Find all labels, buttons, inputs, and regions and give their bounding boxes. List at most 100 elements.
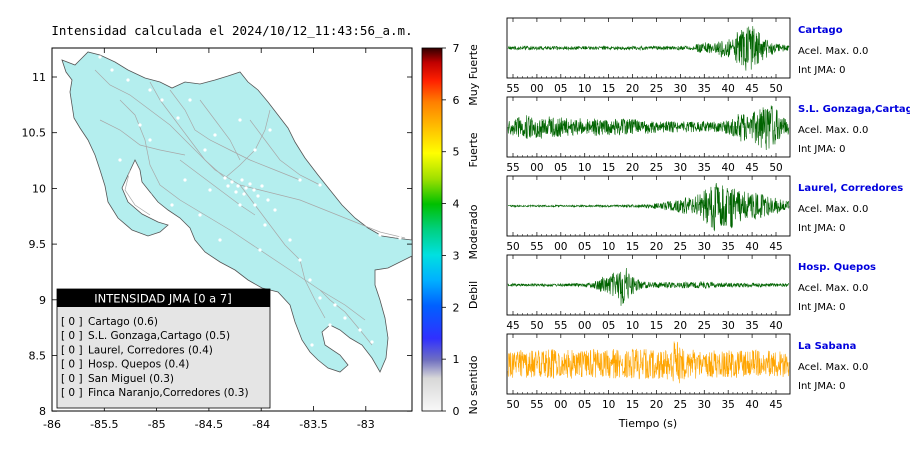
seismogram-waveform [507, 267, 790, 306]
station-dot [258, 248, 262, 252]
station-dot [343, 316, 347, 320]
legend-item-code: [ 0 ] [61, 373, 83, 385]
colorbar-tick-label: 2 [453, 301, 460, 314]
seismogram-waveform [507, 105, 790, 150]
time-tick-label: 30 [674, 83, 687, 95]
station-dot [248, 182, 252, 186]
time-tick-label: 05 [578, 399, 591, 411]
time-tick-label: 45 [769, 241, 782, 253]
station-dot [318, 296, 322, 300]
map-x-tick-label: -84 [252, 418, 270, 431]
station-dot [236, 184, 240, 188]
map-y-tick-label: 9 [39, 294, 46, 307]
legend-item-label: Finca Naranjo,Corredores (0.3) [88, 387, 249, 399]
intensity-legend: INTENSIDAD JMA [0 a 7] [ 0 ] Cartago (0.6… [56, 288, 271, 409]
station-dot [223, 176, 227, 180]
time-tick-label: 50 [769, 162, 782, 174]
legend-item-label: Cartago (0.6) [88, 316, 158, 328]
time-tick-label: 25 [698, 320, 711, 332]
legend-item-label: Laurel, Corredores (0.4) [88, 344, 213, 356]
station-dot [238, 118, 242, 122]
station-dot [252, 188, 256, 192]
station-dot [273, 208, 277, 212]
station-jma: Int JMA: 0 [798, 381, 846, 392]
legend-box [56, 288, 271, 409]
station-jma: Int JMA: 0 [798, 223, 846, 234]
time-tick-label: 40 [769, 320, 782, 332]
time-tick-label: 10 [578, 83, 591, 95]
map-x-tick-label: -84.5 [195, 418, 223, 431]
time-axis-label: Tiempo (s) [618, 417, 677, 430]
map-x-tick-label: -86 [43, 418, 61, 431]
station-dot [310, 343, 314, 347]
station-accel: Acel. Max. 0.0 [798, 125, 868, 136]
seismogram-trace-1: 55 00 05 10 15 20 25 30 35 40 45 50 S.L. Gonzaga,Car… [506, 96, 910, 174]
station-dot [230, 180, 234, 184]
time-tick-label: 30 [674, 162, 687, 174]
station-dot [160, 98, 164, 102]
time-tick-label: 55 [530, 241, 543, 253]
map-y-tick-label: 9.5 [29, 238, 47, 251]
station-dot [118, 158, 122, 162]
seismogram-waveform [507, 183, 790, 232]
colorbar-tick-label: 0 [453, 405, 460, 418]
time-tick-label: 45 [745, 162, 758, 174]
colorbar-category-label: Muy Fuerte [467, 44, 480, 106]
seismogram-trace-0: 55 00 05 10 15 20 25 30 35 40 45 50 Cartago Acel. Max… [506, 17, 868, 95]
chart-title: Intensidad calculada el 2024/10/12_11:43… [51, 23, 412, 38]
time-tick-label: 35 [721, 241, 734, 253]
station-dot [208, 188, 212, 192]
map-y-tick-label: 10.5 [22, 127, 47, 140]
time-tick-label: 45 [506, 320, 519, 332]
colorbar-category-label: Fuerte [467, 132, 480, 167]
time-tick-label: 55 [506, 162, 519, 174]
station-dot [238, 203, 242, 207]
station-dot [308, 278, 312, 282]
time-tick-label: 35 [721, 399, 734, 411]
station-dot [226, 184, 230, 188]
time-tick-label: 00 [530, 83, 543, 95]
map-y-tick-label: 8.5 [29, 350, 47, 363]
time-tick-label: 40 [721, 83, 734, 95]
time-tick-label: 25 [674, 241, 687, 253]
seismogram-waveform [507, 26, 790, 71]
colorbar-category-label: Moderado [467, 204, 480, 259]
time-tick-label: 10 [602, 399, 615, 411]
map-x-tick-label: -83.5 [299, 418, 327, 431]
station-dot [183, 178, 187, 182]
legend-item-code: [ 0 ] [61, 344, 83, 356]
time-tick-label: 20 [650, 399, 663, 411]
time-tick-label: 00 [530, 162, 543, 174]
station-jma: Int JMA: 0 [798, 302, 846, 313]
map-y-tick-label: 8 [39, 405, 46, 418]
time-tick-label: 40 [745, 241, 758, 253]
time-tick-label: 30 [698, 241, 711, 253]
station-dot [188, 98, 192, 102]
colorbar-category-label: Debil [467, 281, 480, 309]
road-network [94, 69, 406, 346]
station-dot [253, 203, 257, 207]
time-tick-label: 35 [698, 162, 711, 174]
map-x-tick-label: -85.5 [90, 418, 118, 431]
station-dot [298, 258, 302, 262]
station-dot [263, 223, 267, 227]
time-tick-label: 35 [698, 83, 711, 95]
time-tick-label: 45 [745, 83, 758, 95]
intensity-colorbar: 0 1 2 3 4 5 6 7 No sentido Debil Moderado Fuerte Mu… [421, 42, 480, 418]
legend-header [57, 289, 270, 307]
station-dot [378, 233, 382, 237]
station-name: Laurel, Corredores [798, 183, 903, 194]
colorbar-category-label: No sentido [467, 355, 480, 414]
station-accel: Acel. Max. 0.0 [798, 283, 868, 294]
seismogram-trace-3: 45 50 55 00 05 10 15 20 25 30 35 40 Hosp. Quepos Acel… [506, 254, 876, 332]
station-jma: Int JMA: 0 [798, 144, 846, 155]
station-dot [328, 323, 332, 327]
station-dot [213, 133, 217, 137]
station-dot [148, 88, 152, 92]
station-dot [370, 340, 374, 344]
station-dot [198, 213, 202, 217]
time-tick-label: 50 [506, 399, 519, 411]
station-dot [170, 203, 174, 207]
time-tick-label: 15 [650, 320, 663, 332]
time-tick-label: 00 [578, 320, 591, 332]
